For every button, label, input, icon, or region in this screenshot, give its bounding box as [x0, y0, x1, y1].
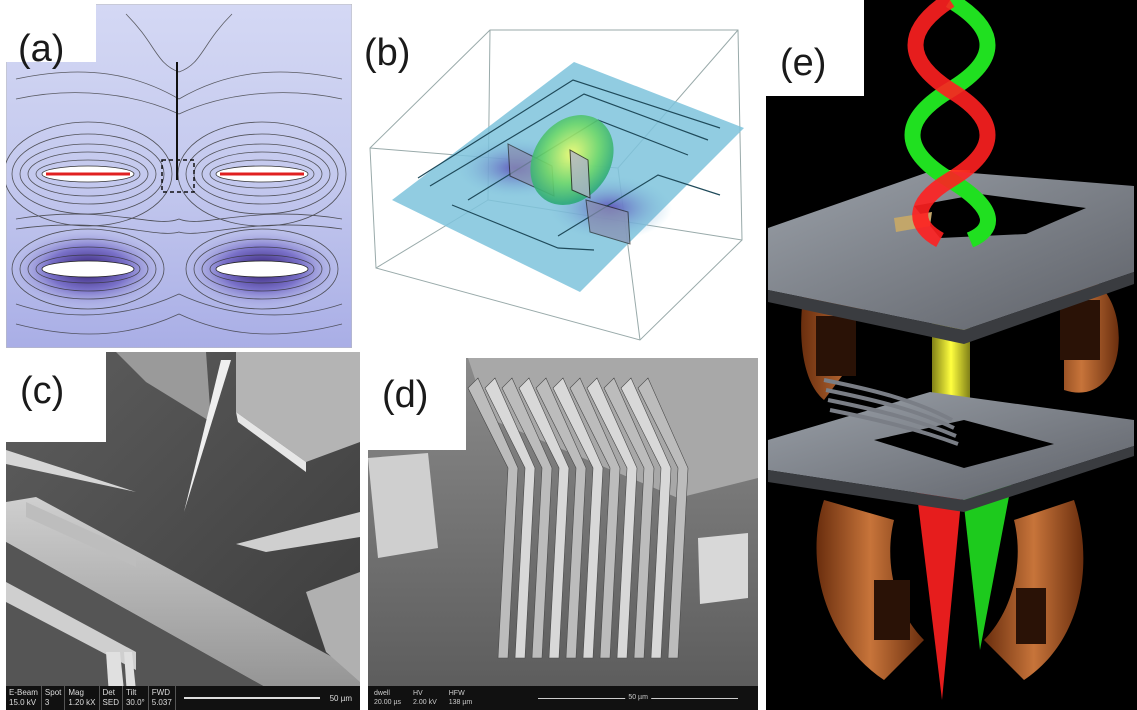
- lower-left-electrode: [41, 260, 135, 278]
- scale-bar-c: 50 µm: [176, 686, 360, 710]
- lower-right-electrode: [215, 260, 309, 278]
- comb-fin: [484, 377, 536, 659]
- zoom-box: [161, 159, 195, 193]
- panel-b-3d-simulation: (b): [358, 0, 760, 350]
- field-contour-plot: [6, 4, 352, 348]
- comb-fin: [603, 377, 655, 659]
- sem-info-bar-c: E-Beam 15.0 kV Spot 3 Mag 1.20 kX Det SED Ti…: [6, 686, 360, 710]
- panel-e-illustration: (e): [764, 0, 1137, 710]
- laser-helix: [904, 0, 996, 248]
- panel-a-label: (a): [6, 4, 96, 68]
- comb-fin: [535, 377, 587, 659]
- panel-a-field-simulation: (a): [6, 4, 352, 348]
- sem-tip-structure: [6, 352, 360, 710]
- sem-info-bar-d: dwell 20.00 µs HV 2.00 kV HFW 138 µm 50 µm: [368, 686, 758, 710]
- panel-c-sem-image: (c) E-Beam 15.0 kV Spot 3 Mag 1.20 kX Det SE…: [6, 352, 360, 710]
- comb-fin: [569, 377, 621, 659]
- comb-fin: [501, 377, 553, 659]
- comb-fin: [467, 377, 519, 659]
- comb-fin: [620, 377, 672, 659]
- comb-fin: [586, 377, 638, 659]
- scale-bar-d: 50 µm: [538, 693, 738, 701]
- panel-b-label: (b): [358, 0, 438, 80]
- 3d-electrode-render: [369, 29, 744, 341]
- panel-c-label: (c): [6, 352, 106, 442]
- trap-illustration: [766, 0, 1137, 710]
- comb-fin: [552, 377, 604, 659]
- panel-d-sem-image: (d) dwell 20.00 µs HV 2.00 kV HFW 138 µm 50…: [368, 358, 758, 710]
- panel-e-label: (e): [764, 0, 864, 96]
- panel-d-label: (d): [368, 358, 466, 450]
- comb-fins: [467, 377, 689, 659]
- comb-fin: [518, 377, 570, 659]
- comb-fin: [637, 377, 689, 659]
